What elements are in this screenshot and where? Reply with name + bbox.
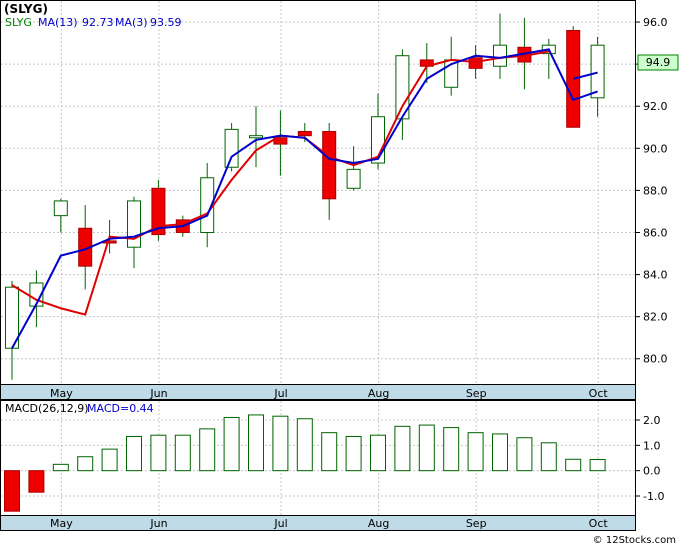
macd-bar <box>77 456 94 472</box>
ma3-line-tail <box>572 71 598 80</box>
candle-body-down <box>468 57 483 69</box>
macd-panel <box>0 400 636 516</box>
macd-tick-label: -1.0 <box>643 490 664 503</box>
legend-ma13-value: 92.73 <box>82 16 114 29</box>
legend-ma3-value: 93.59 <box>150 16 182 29</box>
macd-tick-label: 2.0 <box>643 414 661 427</box>
ma13-line <box>11 48 598 349</box>
macd-bar <box>540 442 557 472</box>
chart-title: (SLYG) <box>4 2 48 16</box>
macd-bar <box>565 458 582 472</box>
price-tick-label: 90.0 <box>643 142 668 155</box>
macd-bar <box>150 434 167 472</box>
macd-bar <box>272 415 289 472</box>
macd-bar <box>248 414 264 472</box>
candle-body-down <box>273 137 288 145</box>
macd-bar <box>370 434 386 472</box>
macd-bar <box>418 424 435 472</box>
price-tick-label: 86.0 <box>643 226 668 239</box>
macd-bar <box>296 418 313 472</box>
legend-ma3-label: MA(3) <box>115 16 148 29</box>
macd-bar <box>126 435 142 472</box>
x-tick-label: Aug <box>368 387 389 400</box>
price-tick-label: 80.0 <box>643 353 668 366</box>
macd-y-ticks: 2.0 1.0 0.0 -1.0 <box>635 414 664 503</box>
macd-x-tick-label: Jun <box>149 517 167 530</box>
price-tick-label: 84.0 <box>643 269 668 282</box>
macd-bar <box>28 470 45 493</box>
candle-body-up <box>590 44 605 99</box>
macd-x-tick-label: Oct <box>589 517 609 530</box>
macd-bar <box>4 470 20 512</box>
price-tick-label: 82.0 <box>643 311 668 324</box>
candle <box>395 49 410 140</box>
x-tick-label: Jul <box>273 387 287 400</box>
candle-body-down <box>322 130 337 200</box>
candle-body-up <box>127 200 141 248</box>
macd-bars <box>4 414 606 512</box>
macd-x-tick-label: Jul <box>273 517 287 530</box>
macd-date-strip <box>0 515 636 531</box>
candle <box>53 198 68 233</box>
legend-ma13-label: MA(13) <box>38 16 78 29</box>
price-tick-label: 88.0 <box>643 184 668 197</box>
macd-bar <box>516 437 533 472</box>
candle <box>224 123 239 172</box>
candle <box>322 123 337 220</box>
x-ticks: May May Jun Jun Jul Jul Aug Aug Sep Sep Oct Oct <box>50 387 608 530</box>
macd-bar <box>345 435 362 472</box>
price-tick-label: 96.0 <box>643 16 668 29</box>
macd-bar <box>199 428 216 472</box>
candle <box>249 106 263 168</box>
x-tick-label: Oct <box>589 387 609 400</box>
macd-bar <box>492 433 508 472</box>
last-price-label: 94.9 <box>646 56 671 69</box>
candle-body-up <box>346 168 361 189</box>
macd-x-tick-label: Aug <box>368 517 389 530</box>
legend-symbol: SLYG <box>5 16 32 29</box>
macd-bar <box>443 427 460 472</box>
candle-body-up <box>395 55 410 120</box>
candle <box>590 36 605 117</box>
price-panel <box>0 0 636 385</box>
price-tick-label: 92.0 <box>643 100 668 113</box>
candle-body-down <box>151 187 166 236</box>
candle <box>346 146 361 191</box>
macd-tick-label: 0.0 <box>643 465 661 478</box>
candle-body-down <box>297 130 312 137</box>
macd-title: MACD(26,12,9) <box>5 402 89 415</box>
candle <box>151 179 166 241</box>
candle-body-up <box>249 135 263 139</box>
candle <box>78 205 93 290</box>
macd-bar <box>394 425 411 472</box>
macd-bar <box>467 432 484 472</box>
candle-body-up <box>493 44 507 67</box>
x-tick-label: Jun <box>149 387 167 400</box>
macd-bar <box>589 459 606 472</box>
x-tick-label: Sep <box>466 387 487 400</box>
macd-value: MACD=0.44 <box>87 402 154 415</box>
macd-bar <box>223 416 240 472</box>
candle-body-up <box>53 200 68 217</box>
candle <box>493 13 507 79</box>
copyright: © 12Stocks.com <box>593 535 676 546</box>
price-date-strip <box>0 384 636 400</box>
candle <box>273 110 288 176</box>
moving-averages <box>11 48 598 349</box>
macd-bar <box>174 434 191 472</box>
macd-bar <box>321 432 338 472</box>
macd-tick-label: 1.0 <box>643 439 661 452</box>
price-y-ticks: 80.082.084.086.088.090.092.094.096.0 <box>635 16 668 366</box>
candle-body-up <box>224 128 239 168</box>
macd-bar <box>52 463 69 472</box>
macd-x-tick-label: Sep <box>466 517 487 530</box>
last-price-box <box>637 54 679 71</box>
x-tick-label: May <box>50 387 73 400</box>
macd-x-tick-label: May <box>50 517 73 530</box>
macd-bar <box>101 448 118 472</box>
